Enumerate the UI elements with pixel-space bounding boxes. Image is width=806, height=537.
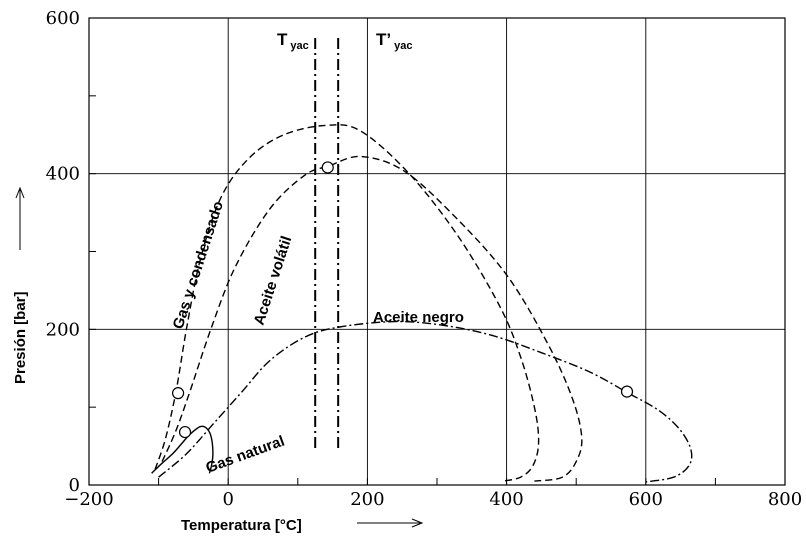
y-tick-label: 600 [46,8,80,29]
critical-point-gas-natural [178,425,192,439]
y-tick-label: 400 [46,164,80,185]
x-tick-label: −200 [64,489,113,510]
x-axis-arrow-icon [357,518,424,528]
curve-gas-natural [151,425,214,474]
label-aceite-negro: Aceite negro [373,309,464,326]
critical-point-gas-y-condensado [171,387,185,400]
critical-points [171,161,634,439]
y-axis-title: Presión [bar] [12,291,29,384]
y-tick-label: 200 [46,319,80,340]
t-prime-yac-label: T’ yac [376,30,412,52]
curve-gas-y-condensado [154,124,540,482]
y-tick-label: 0 [69,475,80,496]
x-tick-label: 0 [222,489,233,510]
t-yac-main: T [277,30,288,49]
x-tick-label: 200 [350,489,384,510]
x-tick-label: 600 [629,489,663,510]
x-axis-title: Temperatura [°C] [181,517,302,534]
critical-point-aceite-volatil [321,161,334,174]
label-gas-y-condensado: Gas y condensado [170,199,227,331]
t-yac-sub: yac [290,40,308,52]
x-tick-label: 400 [489,489,523,510]
t-prime-yac-sub: yac [394,40,412,52]
x-tick-label: 800 [768,489,802,510]
grid-lines [89,18,785,485]
curve-aceite-negro [158,320,693,483]
y-axis-arrow-icon [15,186,25,250]
reservoir-temperature-lines [314,38,340,448]
curve-aceite-volatil [161,155,583,482]
phase-curves [151,124,693,483]
t-prime-yac-main: T’ [376,30,391,49]
label-gas-natural: Gas natural [204,433,287,477]
label-aceite-volatil: Aceite volátil [251,234,296,327]
critical-point-aceite-negro [620,385,634,398]
